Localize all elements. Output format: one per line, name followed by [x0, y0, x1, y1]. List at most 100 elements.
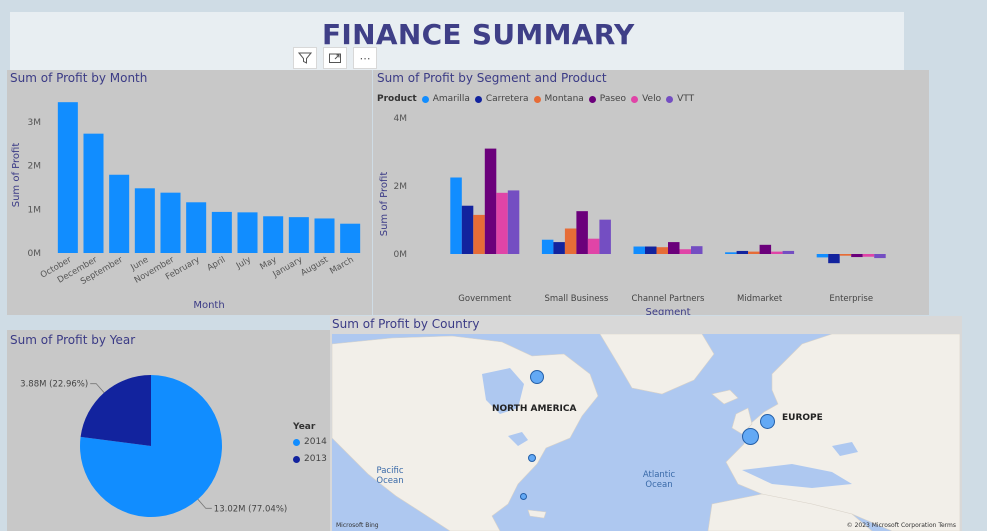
year-legend-item[interactable]: 2014 [293, 437, 327, 447]
segment-bar[interactable] [839, 254, 852, 256]
segment-y-tick: 2M [394, 182, 408, 192]
month-bar[interactable] [109, 174, 130, 253]
legend-swatch [421, 95, 429, 103]
segment-bar[interactable] [828, 254, 840, 264]
visual-header: ⋯ [293, 47, 377, 69]
segment-legend-item[interactable]: Amarilla [421, 94, 470, 104]
segment-bar[interactable] [633, 246, 646, 254]
legend-label: Montana [544, 94, 584, 104]
pie-slice[interactable] [80, 375, 151, 446]
segment-bar[interactable] [782, 250, 795, 254]
month-bar[interactable] [263, 216, 284, 253]
month-chart-title: Sum of Profit by Month [10, 71, 148, 85]
segment-bar[interactable] [851, 254, 863, 258]
segment-y-axis-title: Sum of Profit [379, 172, 390, 237]
segment-chart-panel: Sum of Profit by Segment and Product Pro… [373, 70, 929, 315]
legend-label: Carretera [485, 94, 529, 104]
map-bubble-germany[interactable] [760, 414, 775, 429]
segment-legend-item[interactable]: Montana [533, 94, 584, 104]
legend-label: Velo [642, 94, 662, 104]
segment-y-tick: 4M [394, 114, 408, 124]
month-bar[interactable] [211, 211, 232, 253]
segment-bar-chart[interactable]: 0M 2M 4M Government Small Business Channel Pa… [373, 70, 929, 315]
pie-label-leader [197, 499, 212, 509]
pie-label-leader [90, 383, 105, 393]
more-options-icon[interactable]: ⋯ [353, 47, 377, 69]
segment-bar[interactable] [645, 246, 657, 254]
segment-bar[interactable] [553, 242, 565, 254]
map-bubble-usa[interactable] [528, 454, 536, 462]
segment-bar[interactable] [736, 250, 749, 254]
segment-bar[interactable] [461, 205, 474, 254]
segment-x-axis-title: Segment [646, 307, 691, 315]
segment-bar[interactable] [599, 219, 611, 254]
segment-bar[interactable] [507, 190, 520, 254]
month-bar[interactable] [340, 223, 361, 253]
segment-bar[interactable] [484, 148, 497, 254]
focus-mode-icon[interactable] [323, 47, 347, 69]
map-copyright[interactable]: © 2023 Microsoft Corporation Terms [846, 522, 956, 529]
legend-label: 2013 [304, 454, 327, 464]
month-bar[interactable] [288, 217, 309, 253]
legend-label: Paseo [599, 94, 627, 104]
map-label-north-america: NORTH AMERICA [492, 404, 577, 414]
segment-bar[interactable] [564, 228, 577, 255]
month-bar[interactable] [134, 188, 155, 253]
map-bubble-france[interactable] [742, 428, 759, 445]
map-land-shapes [332, 334, 960, 531]
legend-swatch [666, 95, 674, 103]
segment-legend-item[interactable]: VTT [666, 94, 694, 104]
legend-swatch [293, 455, 300, 463]
segment-bar[interactable] [862, 254, 875, 257]
segment-bar[interactable] [541, 239, 554, 254]
map-bubble-canada[interactable] [530, 370, 544, 384]
year-legend-item[interactable]: 2013 [293, 454, 327, 464]
segment-x-tick: Channel Partners [632, 294, 705, 304]
month-bar[interactable] [186, 202, 207, 253]
world-map[interactable]: NORTH AMERICA EUROPE Pacific Ocean Atlan… [332, 334, 960, 531]
segment-legend-item[interactable]: Velo [631, 94, 661, 104]
segment-bar[interactable] [496, 192, 508, 254]
month-bar[interactable] [57, 102, 78, 253]
segment-legend-title: Product [377, 94, 417, 104]
segment-bar[interactable] [771, 251, 783, 254]
segment-bar[interactable] [450, 177, 462, 255]
month-y-tick: 2M [28, 162, 42, 172]
legend-swatch [533, 95, 541, 103]
segment-legend-item[interactable]: Paseo [588, 94, 627, 104]
month-bar[interactable] [237, 212, 258, 253]
segment-bar[interactable] [679, 249, 692, 254]
segment-bar[interactable] [759, 244, 772, 254]
country-map-title: Sum of Profit by Country [332, 317, 480, 331]
map-bubble-mexico[interactable] [520, 493, 527, 500]
legend-swatch [293, 438, 300, 446]
month-x-tick: August [299, 255, 330, 279]
page-title: FINANCE SUMMARY [322, 18, 635, 51]
segment-x-tick: Midmarket [737, 294, 783, 304]
map-label-europe: EUROPE [782, 413, 823, 423]
year-pie-chart[interactable]: 13.02M (77.04%) 3.88M (22.96%) [7, 330, 333, 531]
segment-bar[interactable] [874, 254, 886, 259]
segment-bar[interactable] [725, 252, 737, 254]
segment-bar[interactable] [816, 254, 829, 258]
segment-bar[interactable] [656, 247, 669, 254]
segment-bar[interactable] [576, 211, 588, 254]
segment-legend-item[interactable]: Carretera [474, 94, 529, 104]
filter-icon[interactable] [293, 47, 317, 69]
segment-bar[interactable] [748, 251, 760, 254]
segment-bar[interactable] [668, 242, 680, 254]
month-y-tick: 0M [28, 249, 42, 259]
month-bar[interactable] [314, 218, 335, 253]
pie-data-label: 3.88M (22.96%) [20, 380, 88, 390]
legend-swatch [474, 95, 482, 103]
segment-bar[interactable] [473, 214, 485, 254]
segment-bar[interactable] [587, 238, 600, 254]
map-label-pacific: Pacific Ocean [376, 466, 404, 486]
month-y-tick: 3M [28, 118, 42, 128]
segment-bar[interactable] [691, 246, 703, 254]
month-bar[interactable] [160, 192, 181, 253]
segment-x-tick: Government [458, 294, 512, 304]
month-bar[interactable] [83, 133, 104, 253]
month-y-axis-title: Sum of Profit [11, 143, 22, 208]
